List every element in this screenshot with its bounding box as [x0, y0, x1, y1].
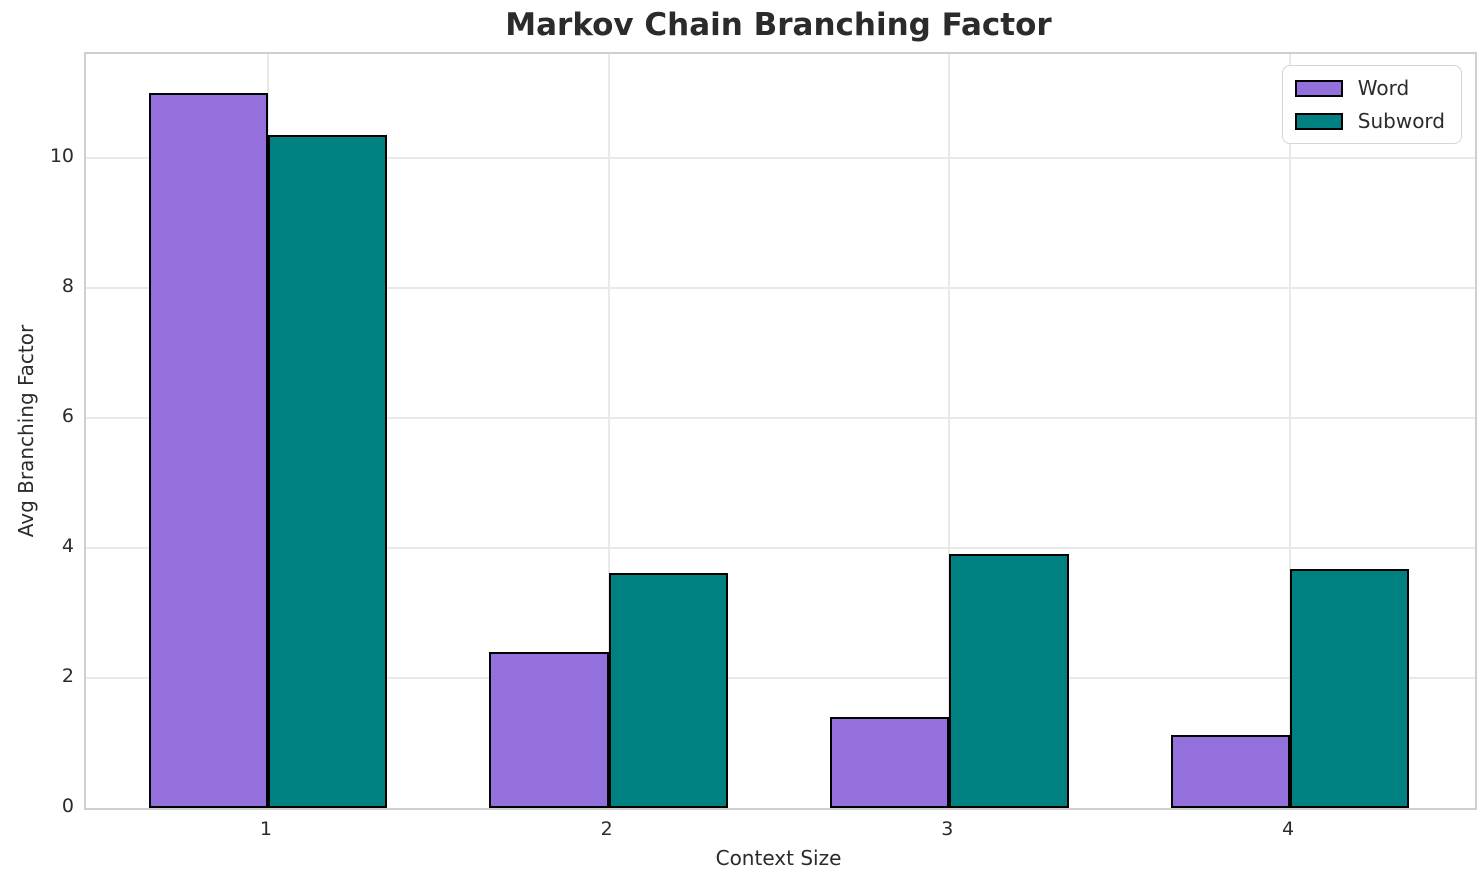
gridline-horizontal	[86, 157, 1475, 159]
plot-area: Word Subword	[84, 52, 1477, 810]
legend-item-subword: Subword	[1294, 109, 1445, 133]
x-tick-label: 2	[600, 818, 613, 840]
gridline-vertical	[607, 54, 610, 808]
legend-swatch-subword	[1294, 112, 1343, 130]
y-tick-label: 10	[49, 145, 74, 167]
x-axis-ticks: 1 2 3 4	[84, 818, 1473, 844]
gridline-horizontal	[86, 287, 1475, 289]
legend-label-word: Word	[1357, 76, 1410, 100]
legend-item-word: Word	[1294, 76, 1445, 100]
chart-title: Markov Chain Branching Factor	[505, 7, 1052, 43]
gridline-horizontal	[86, 677, 1475, 679]
bar-word-3	[830, 717, 950, 808]
bar-subword-1	[267, 134, 388, 808]
x-axis-label: Context Size	[715, 846, 842, 870]
x-tick-label: 4	[1281, 818, 1295, 840]
gridline-horizontal	[86, 547, 1475, 549]
y-tick-label: 8	[61, 275, 74, 297]
y-tick-label: 6	[61, 405, 74, 427]
y-tick-label: 2	[61, 665, 74, 687]
y-tick-label: 0	[61, 795, 74, 817]
legend-swatch-word	[1294, 79, 1343, 97]
bar-word-2	[489, 652, 609, 808]
bar-word-4	[1170, 734, 1290, 808]
bar-subword-4	[1290, 568, 1410, 808]
bar-word-1	[148, 93, 268, 808]
legend-label-subword: Subword	[1357, 109, 1445, 133]
x-tick-label: 1	[259, 818, 272, 840]
x-tick-label: 3	[941, 818, 954, 840]
y-tick-label: 4	[61, 535, 74, 557]
gridline-vertical	[1289, 54, 1291, 808]
gridline-horizontal	[86, 417, 1475, 419]
y-axis-ticks: 0 2 4 6 8 10	[0, 52, 74, 816]
bar-subword-3	[949, 553, 1069, 808]
bar-subword-2	[608, 572, 728, 808]
legend: Word Subword	[1281, 65, 1462, 144]
gridline-vertical	[948, 54, 951, 808]
